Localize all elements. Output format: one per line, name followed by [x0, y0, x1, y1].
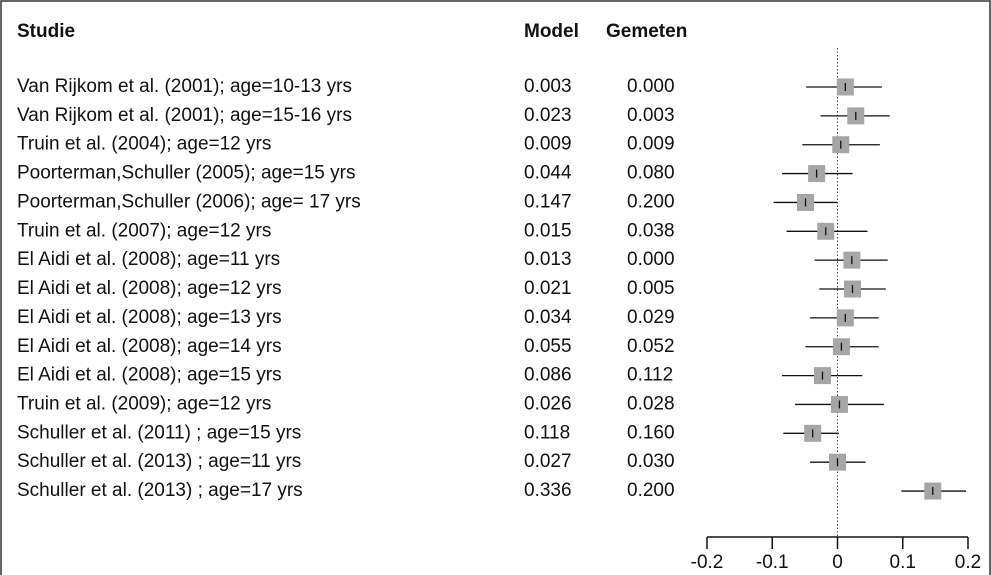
model-value: 0.034 [524, 307, 572, 328]
study-label: El Aidi et al. (2008); age=11 yrs [17, 249, 280, 270]
model-value: 0.147 [524, 191, 572, 212]
model-value: 0.003 [524, 76, 572, 97]
study-label: Schuller et al. (2013) ; age=11 yrs [17, 451, 301, 472]
study-label: El Aidi et al. (2008); age=14 yrs [17, 336, 282, 357]
gemeten-value: 0.052 [627, 336, 675, 357]
gemeten-value: 0.200 [627, 191, 675, 212]
model-value: 0.055 [524, 336, 572, 357]
model-value: 0.015 [524, 220, 572, 241]
model-value: 0.086 [524, 365, 572, 386]
gemeten-value: 0.009 [627, 134, 675, 155]
gemeten-value: 0.030 [627, 451, 675, 472]
model-value: 0.009 [524, 134, 572, 155]
gemeten-value: 0.000 [627, 249, 675, 270]
gemeten-value: 0.160 [627, 422, 675, 443]
study-label: El Aidi et al. (2008); age=13 yrs [17, 307, 282, 328]
column-header: Model [524, 21, 579, 42]
model-value: 0.013 [524, 249, 572, 270]
x-tick-label: 0.1 [890, 552, 916, 573]
model-value: 0.026 [524, 393, 572, 414]
x-tick-label: -0.1 [756, 552, 789, 573]
model-value: 0.021 [524, 278, 572, 299]
x-tick-label: 0 [832, 552, 843, 573]
model-value: 0.336 [524, 480, 572, 501]
x-tick-label: 0.2 [955, 552, 981, 573]
model-value: 0.118 [524, 422, 570, 443]
gemeten-value: 0.029 [627, 307, 675, 328]
study-label: Poorterman,Schuller (2006); age= 17 yrs [17, 191, 361, 212]
model-value: 0.023 [524, 105, 572, 126]
gemeten-value: 0.028 [627, 393, 675, 414]
gemeten-value: 0.005 [627, 278, 675, 299]
gemeten-value: 0.112 [627, 365, 673, 386]
gemeten-value: 0.080 [627, 163, 675, 184]
study-label: Truin et al. (2004); age=12 yrs [17, 134, 271, 155]
study-label: Schuller et al. (2013) ; age=17 yrs [17, 480, 303, 501]
study-label: Van Rijkom et al. (2001); age=15-16 yrs [17, 105, 352, 126]
study-label: El Aidi et al. (2008); age=12 yrs [17, 278, 282, 299]
gemeten-value: 0.000 [627, 76, 675, 97]
x-tick-label: -0.2 [691, 552, 724, 573]
gemeten-value: 0.038 [627, 220, 675, 241]
study-label: El Aidi et al. (2008); age=15 yrs [17, 365, 282, 386]
model-value: 0.027 [524, 451, 572, 472]
gemeten-value: 0.003 [627, 105, 675, 126]
study-label: Truin et al. (2007); age=12 yrs [17, 220, 271, 241]
study-label: Van Rijkom et al. (2001); age=10-13 yrs [17, 76, 352, 97]
study-label: Poorterman,Schuller (2005); age=15 yrs [17, 163, 355, 184]
column-header: Gemeten [606, 21, 687, 42]
model-value: 0.044 [524, 163, 572, 184]
column-header: Studie [17, 21, 75, 42]
gemeten-value: 0.200 [627, 480, 675, 501]
study-label: Truin et al. (2009); age=12 yrs [17, 393, 271, 414]
study-label: Schuller et al. (2011) ; age=15 yrs [17, 422, 301, 443]
